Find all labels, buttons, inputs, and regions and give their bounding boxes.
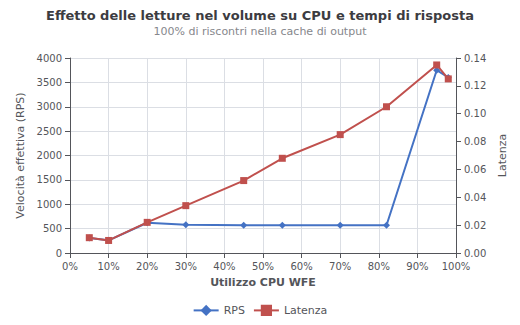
svg-text:1500: 1500 (37, 174, 62, 185)
svg-text:4000: 4000 (37, 53, 62, 64)
svg-text:70%: 70% (329, 261, 351, 272)
svg-text:3500: 3500 (37, 77, 62, 88)
svg-text:0.00: 0.00 (464, 248, 486, 259)
svg-text:50%: 50% (252, 261, 274, 272)
svg-text:Utilizzo CPU WFE: Utilizzo CPU WFE (210, 276, 316, 289)
svg-text:100% di riscontri nella cache: 100% di riscontri nella cache di output (154, 25, 368, 38)
svg-text:Velocità effettiva (RPS): Velocità effettiva (RPS) (14, 92, 27, 218)
svg-text:1000: 1000 (37, 199, 62, 210)
svg-text:RPS: RPS (224, 304, 245, 317)
svg-text:0.12: 0.12 (464, 80, 486, 91)
svg-text:0.06: 0.06 (464, 164, 486, 175)
svg-text:0.14: 0.14 (464, 53, 486, 64)
svg-text:0.10: 0.10 (464, 108, 486, 119)
svg-text:40%: 40% (213, 261, 235, 272)
svg-text:Latenza: Latenza (496, 134, 509, 177)
svg-text:0.04: 0.04 (464, 192, 486, 203)
svg-text:0%: 0% (62, 261, 78, 272)
svg-text:10%: 10% (97, 261, 119, 272)
svg-text:0.08: 0.08 (464, 136, 486, 147)
svg-text:60%: 60% (290, 261, 312, 272)
svg-text:3000: 3000 (37, 101, 62, 112)
svg-text:0: 0 (56, 248, 62, 259)
svg-text:20%: 20% (136, 261, 158, 272)
svg-text:80%: 80% (368, 261, 390, 272)
svg-text:0.02: 0.02 (464, 220, 486, 231)
svg-text:2500: 2500 (37, 126, 62, 137)
svg-text:500: 500 (43, 223, 62, 234)
svg-text:Latenza: Latenza (284, 304, 327, 317)
svg-text:2000: 2000 (37, 150, 62, 161)
svg-text:100%: 100% (442, 261, 471, 272)
svg-text:90%: 90% (406, 261, 428, 272)
svg-text:Effetto delle letture nel volu: Effetto delle letture nel volume su CPU … (46, 8, 474, 23)
svg-text:30%: 30% (175, 261, 197, 272)
